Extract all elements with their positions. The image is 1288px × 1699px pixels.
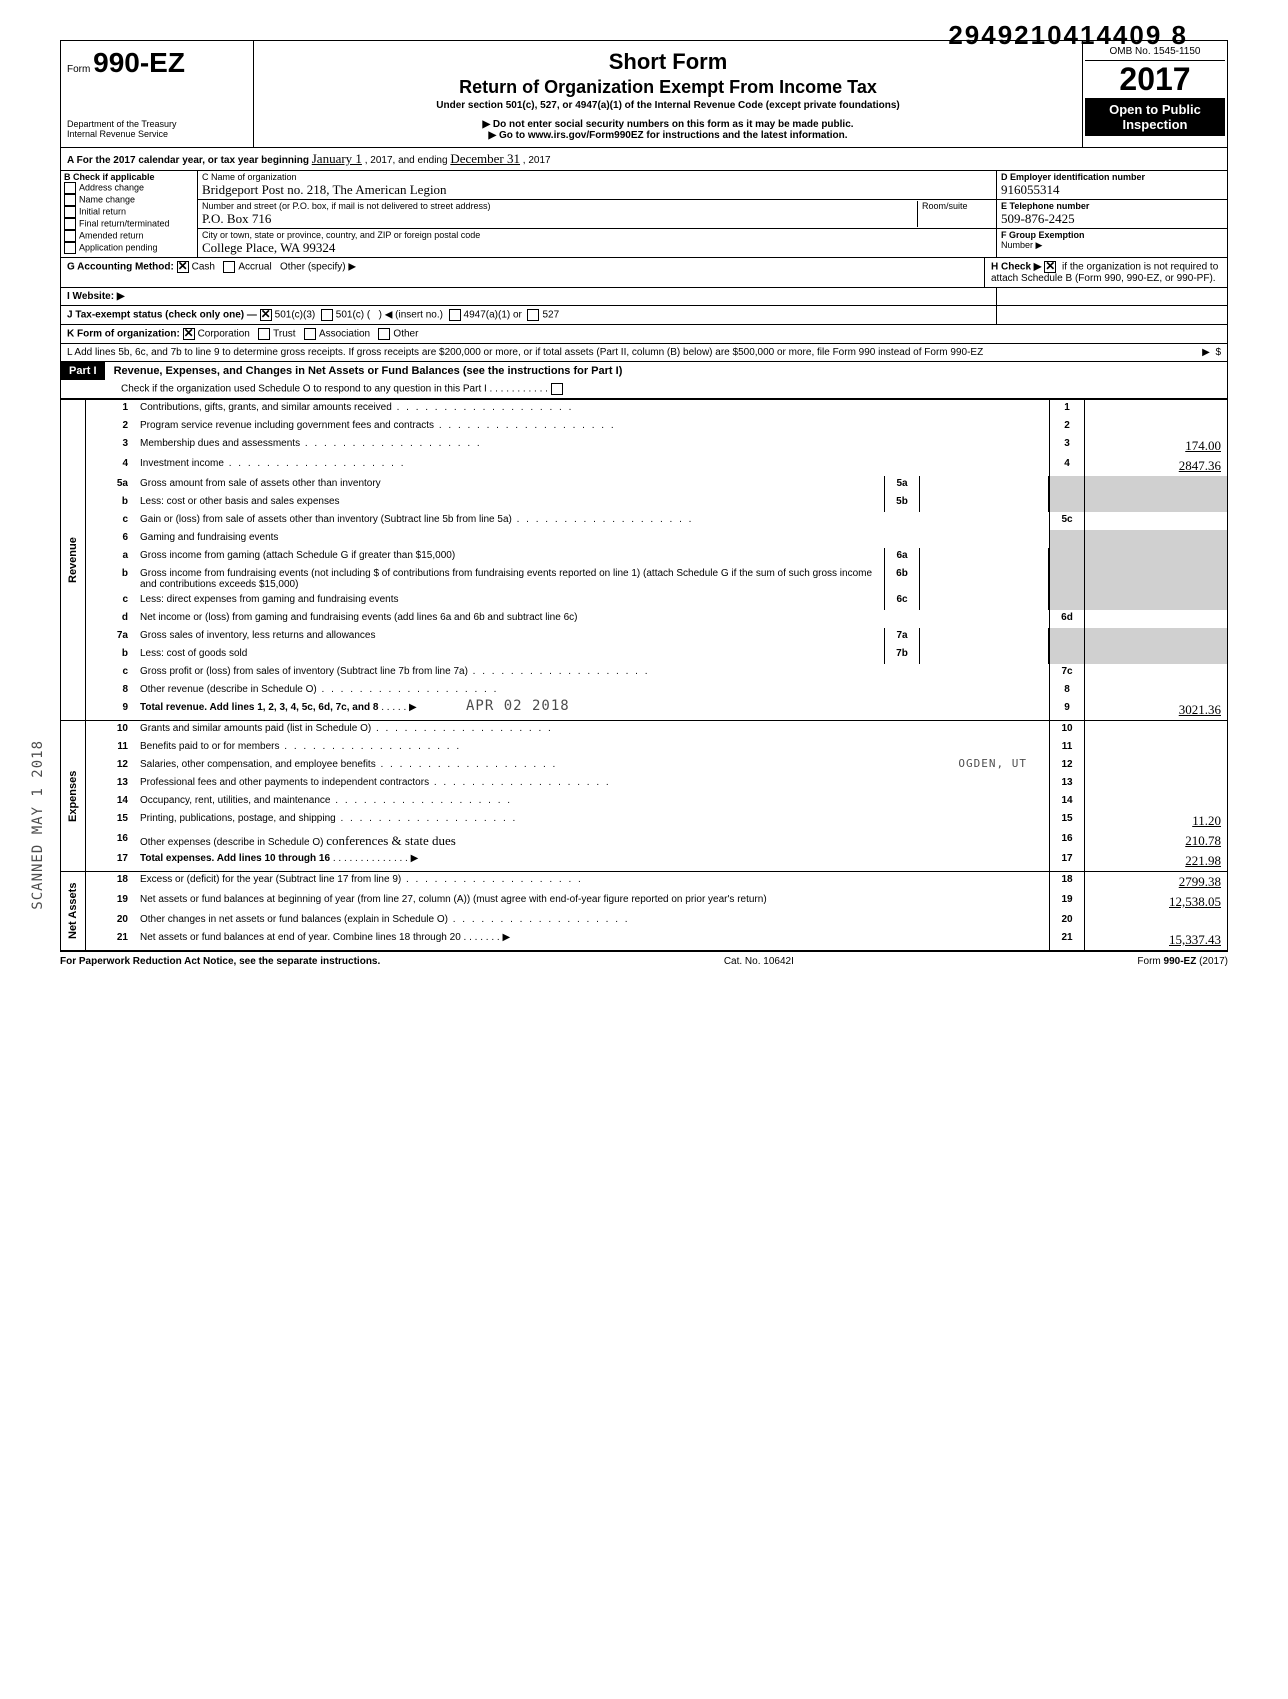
section-b: B Check if applicable Address change Nam… xyxy=(61,171,198,257)
document-number: 2949210414409 8 xyxy=(948,20,1188,51)
line-a-end: December 31 xyxy=(450,151,520,166)
check-trust[interactable] xyxy=(258,328,270,340)
title-box: Short Form Return of Organization Exempt… xyxy=(254,41,1083,147)
check-initial-return[interactable] xyxy=(64,206,76,218)
received-stamp: APR 02 2018 xyxy=(466,698,570,714)
part1-title: Revenue, Expenses, and Changes in Net As… xyxy=(108,365,623,377)
line-a-label: A For the 2017 calendar year, or tax yea… xyxy=(67,155,309,166)
line-h: H Check ▶ if the organization is not req… xyxy=(985,258,1227,287)
title-sub: Under section 501(c), 527, or 4947(a)(1)… xyxy=(264,100,1072,111)
group-exemption-number: Number ▶ xyxy=(1001,240,1223,251)
section-c: C Name of organization Bridgeport Post n… xyxy=(198,171,996,257)
ein-value: 916055314 xyxy=(1001,182,1223,198)
check-address-change[interactable] xyxy=(64,182,76,194)
tax-year: 2017 xyxy=(1085,61,1225,98)
expenses-side-label: Expenses xyxy=(60,721,85,871)
check-application-pending[interactable] xyxy=(64,242,76,254)
form-prefix: Form xyxy=(67,64,90,75)
line-l: L Add lines 5b, 6c, and 7b to line 9 to … xyxy=(60,344,1228,362)
title-main: Return of Organization Exempt From Incom… xyxy=(264,77,1072,98)
form-number: 990-EZ xyxy=(93,47,185,78)
check-cash[interactable] xyxy=(177,261,189,273)
dept-treasury: Department of the Treasury xyxy=(67,119,247,129)
page-footer: For Paperwork Reduction Act Notice, see … xyxy=(60,951,1228,971)
netassets-side-label: Net Assets xyxy=(60,872,85,950)
line9-value: 3021.36 xyxy=(1084,700,1227,720)
check-schedule-b[interactable] xyxy=(1044,261,1056,273)
name-label: C Name of organization xyxy=(202,172,992,182)
footer-right: Form 990-EZ (2017) xyxy=(1137,956,1228,967)
line17-value: 221.98 xyxy=(1084,851,1227,871)
line-a-mid: , 2017, and ending xyxy=(365,155,448,166)
line4-value: 2847.36 xyxy=(1084,456,1227,476)
form-header: Form 990-EZ Department of the Treasury I… xyxy=(60,40,1228,148)
year-box: OMB No. 1545-1150 2017 Open to Public In… xyxy=(1083,41,1227,147)
line-a-begin: January 1 xyxy=(312,151,362,166)
open-public-label: Open to Public Inspection xyxy=(1085,98,1225,136)
line19-value: 12,538.05 xyxy=(1084,892,1227,912)
ein-label: D Employer identification number xyxy=(1001,172,1223,182)
check-other-org[interactable] xyxy=(378,328,390,340)
part1-label: Part I xyxy=(61,362,105,380)
expenses-section: Expenses 10Grants and similar amounts pa… xyxy=(60,721,1228,872)
line-gh: G Accounting Method: Cash Accrual Other … xyxy=(60,258,1228,288)
check-name-change[interactable] xyxy=(64,194,76,206)
check-association[interactable] xyxy=(304,328,316,340)
form-page: 2949210414409 8 Form 990-EZ Department o… xyxy=(60,40,1228,971)
check-527[interactable] xyxy=(527,309,539,321)
check-501c[interactable] xyxy=(321,309,333,321)
org-name: Bridgeport Post no. 218, The American Le… xyxy=(202,182,992,198)
part1-header-row: Part I Revenue, Expenses, and Changes in… xyxy=(60,362,1228,380)
title-note2: ▶ Go to www.irs.gov/Form990EZ for instru… xyxy=(264,130,1072,141)
line3-value: 174.00 xyxy=(1084,436,1227,456)
title-short: Short Form xyxy=(264,49,1072,75)
form-id-box: Form 990-EZ Department of the Treasury I… xyxy=(61,41,254,147)
title-note1: ▶ Do not enter social security numbers o… xyxy=(264,119,1072,130)
check-amended-return[interactable] xyxy=(64,230,76,242)
ogden-stamp: OGDEN, UT xyxy=(958,757,1027,770)
section-b-header: B Check if applicable xyxy=(64,172,155,182)
line-a-end2: , 2017 xyxy=(523,155,551,166)
revenue-section: Revenue 1Contributions, gifts, grants, a… xyxy=(60,400,1228,721)
irs-label: Internal Revenue Service xyxy=(67,129,247,139)
check-corporation[interactable] xyxy=(183,328,195,340)
check-4947[interactable] xyxy=(449,309,461,321)
check-501c3[interactable] xyxy=(260,309,272,321)
section-def: D Employer identification number 9160553… xyxy=(996,171,1227,257)
part1-check-row: Check if the organization used Schedule … xyxy=(60,380,1228,399)
bcdef-block: B Check if applicable Address change Nam… xyxy=(60,171,1228,258)
phone-label: E Telephone number xyxy=(1001,201,1223,211)
main-table: Revenue 1Contributions, gifts, grants, a… xyxy=(60,399,1228,951)
line-k: K Form of organization: Corporation Trus… xyxy=(60,325,1228,344)
line18-value: 2799.38 xyxy=(1084,872,1227,892)
room-suite-label: Room/suite xyxy=(917,201,992,227)
line21-value: 15,337.43 xyxy=(1084,930,1227,950)
line16-value: 210.78 xyxy=(1084,831,1227,851)
phone-value: 509-876-2425 xyxy=(1001,211,1223,227)
footer-mid: Cat. No. 10642I xyxy=(724,956,794,967)
line-g-label: G Accounting Method: xyxy=(67,262,174,273)
check-final-return[interactable] xyxy=(64,218,76,230)
check-accrual[interactable] xyxy=(223,261,235,273)
group-exemption-label: F Group Exemption xyxy=(1001,230,1223,240)
line-i: I Website: ▶ xyxy=(60,288,1228,306)
org-city: College Place, WA 99324 xyxy=(202,240,992,256)
revenue-side-label: Revenue xyxy=(60,400,85,720)
addr-label: Number and street (or P.O. box, if mail … xyxy=(202,201,917,211)
footer-left: For Paperwork Reduction Act Notice, see … xyxy=(60,956,380,967)
netassets-section: Net Assets 18Excess or (deficit) for the… xyxy=(60,872,1228,951)
line16-handwritten: conferences & state dues xyxy=(326,833,456,848)
line-a: A For the 2017 calendar year, or tax yea… xyxy=(60,148,1228,171)
org-address: P.O. Box 716 xyxy=(202,211,917,227)
line-j: J Tax-exempt status (check only one) — 5… xyxy=(60,306,1228,325)
city-label: City or town, state or province, country… xyxy=(202,230,992,240)
check-schedule-o-part1[interactable] xyxy=(551,383,563,395)
scanned-stamp: SCANNED MAY 1 2018 xyxy=(30,740,46,910)
line15-value: 11.20 xyxy=(1084,811,1227,831)
